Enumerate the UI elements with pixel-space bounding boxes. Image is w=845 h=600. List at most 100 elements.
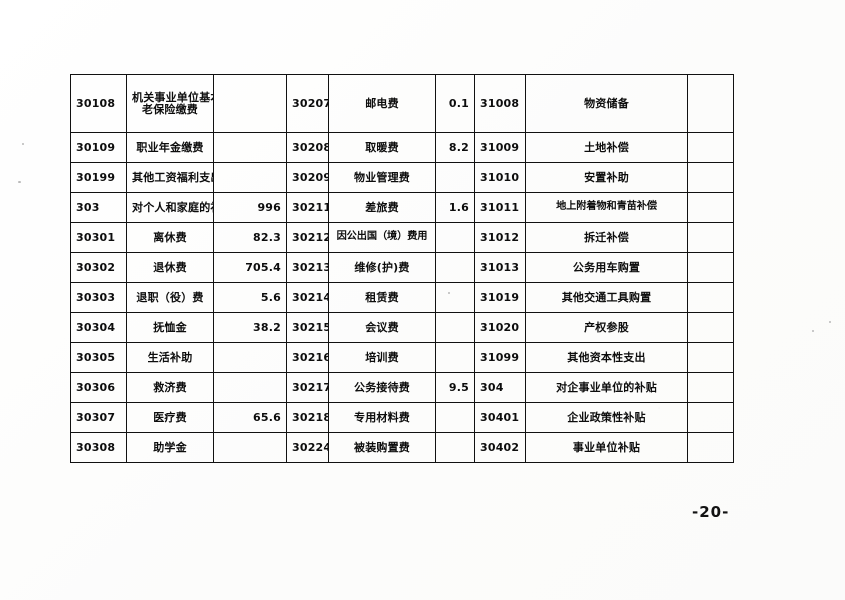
- row-code-right: 31011: [474, 192, 526, 223]
- row-name-right: 其他交通工具购置: [525, 282, 688, 313]
- table-row: 30108 机关事业单位基本养 老保险缴费 30207 邮电费 0.1 3100…: [70, 74, 734, 133]
- row-value-mid: [435, 252, 475, 283]
- row-code-right: 31010: [474, 162, 526, 193]
- row-code-right: 31019: [474, 282, 526, 313]
- row-code-mid: 30213: [286, 252, 329, 283]
- row-name-left: 救济费: [126, 372, 214, 403]
- row-name-mid: 差旅费: [328, 192, 436, 223]
- row-value-left: [213, 372, 287, 403]
- row-name-left-line1: 机关事业单位基本养: [132, 90, 213, 104]
- row-code-left: 30301: [70, 222, 127, 253]
- table-row: 30308 助学金 30224 被装购置费 30402 事业单位补贴: [70, 432, 734, 463]
- row-name-mid: 物业管理费: [328, 162, 436, 193]
- row-name-left: 对个人和家庭的补助: [126, 192, 214, 223]
- table-row: 30307 医疗费 65.6 30218 专用材料费 30401 企业政策性补贴: [70, 402, 734, 433]
- row-name-left: 机关事业单位基本养 老保险缴费: [126, 74, 214, 133]
- row-value-left: [213, 432, 287, 463]
- scan-speck: [812, 330, 814, 332]
- row-code-mid: 30224: [286, 432, 329, 463]
- row-value-right: [687, 132, 734, 163]
- row-name-mid: 因公出国（境）费用: [328, 222, 436, 253]
- row-code-right: 30401: [474, 402, 526, 433]
- row-name-right: 地上附着物和青苗补偿: [525, 192, 688, 223]
- row-value-left: [213, 162, 287, 193]
- row-code-mid: 30208: [286, 132, 329, 163]
- budget-expenditure-table: 30108 机关事业单位基本养 老保险缴费 30207 邮电费 0.1 3100…: [70, 74, 734, 463]
- row-value-right: [687, 432, 734, 463]
- row-value-right: [687, 312, 734, 343]
- row-name-mid: 维修(护)费: [328, 252, 436, 283]
- row-code-mid: 30216: [286, 342, 329, 373]
- row-name-mid: 被装购置费: [328, 432, 436, 463]
- row-code-left: 30199: [70, 162, 127, 193]
- row-code-left: 30307: [70, 402, 127, 433]
- row-name-right: 公务用车购置: [525, 252, 688, 283]
- row-name-mid: 专用材料费: [328, 402, 436, 433]
- row-value-right: [687, 222, 734, 253]
- row-value-right: [687, 192, 734, 223]
- row-name-right: 土地补偿: [525, 132, 688, 163]
- row-value-left: 82.3: [213, 222, 287, 253]
- row-code-right: 31009: [474, 132, 526, 163]
- page-number: -20-: [692, 503, 730, 521]
- row-value-left: [213, 342, 287, 373]
- row-value-mid: [435, 312, 475, 343]
- row-name-mid: 培训费: [328, 342, 436, 373]
- row-value-right: [687, 372, 734, 403]
- row-code-right: 31020: [474, 312, 526, 343]
- row-code-left: 30109: [70, 132, 127, 163]
- table-row: 30301 离休费 82.3 30212 因公出国（境）费用 31012 拆迁补…: [70, 222, 734, 253]
- row-name-left: 离休费: [126, 222, 214, 253]
- row-code-left: 30108: [70, 74, 127, 133]
- row-name-mid: 取暖费: [328, 132, 436, 163]
- row-value-mid: 1.6: [435, 192, 475, 223]
- row-value-left: 996: [213, 192, 287, 223]
- row-code-left: 30304: [70, 312, 127, 343]
- row-code-left: 30305: [70, 342, 127, 373]
- row-value-mid: [435, 402, 475, 433]
- row-value-left: 5.6: [213, 282, 287, 313]
- row-code-left: 30306: [70, 372, 127, 403]
- table-row: 30304 抚恤金 38.2 30215 会议费 31020 产权参股: [70, 312, 734, 343]
- row-code-right: 31099: [474, 342, 526, 373]
- row-value-mid: 8.2: [435, 132, 475, 163]
- row-code-right: 304: [474, 372, 526, 403]
- row-name-right: 事业单位补贴: [525, 432, 688, 463]
- row-value-right: [687, 74, 734, 133]
- row-value-right: [687, 282, 734, 313]
- row-code-mid: 30217: [286, 372, 329, 403]
- row-value-mid: 9.5: [435, 372, 475, 403]
- row-code-mid: 30211: [286, 192, 329, 223]
- row-code-mid: 30209: [286, 162, 329, 193]
- row-code-left: 30308: [70, 432, 127, 463]
- row-value-mid: [435, 282, 475, 313]
- row-name-right: 物资储备: [525, 74, 688, 133]
- row-value-mid: [435, 342, 475, 373]
- row-value-mid: [435, 162, 475, 193]
- row-name-left: 退职（役）费: [126, 282, 214, 313]
- scan-speck: [18, 181, 21, 183]
- row-value-left: 705.4: [213, 252, 287, 283]
- row-value-right: [687, 252, 734, 283]
- row-value-right: [687, 162, 734, 193]
- row-value-right: [687, 342, 734, 373]
- table-row: 30305 生活补助 30216 培训费 31099 其他资本性支出: [70, 342, 734, 373]
- table-row: 303 对个人和家庭的补助 996 30211 差旅费 1.6 31011 地上…: [70, 192, 734, 223]
- row-value-mid: 0.1: [435, 74, 475, 133]
- row-code-mid: 30212: [286, 222, 329, 253]
- row-name-left: 生活补助: [126, 342, 214, 373]
- row-value-left: 65.6: [213, 402, 287, 433]
- row-name-right: 产权参股: [525, 312, 688, 343]
- row-name-right: 其他资本性支出: [525, 342, 688, 373]
- scan-speck: [22, 143, 24, 145]
- row-code-right: 30402: [474, 432, 526, 463]
- row-name-left: 其他工资福利支出: [126, 162, 214, 193]
- row-code-right: 31013: [474, 252, 526, 283]
- row-value-right: [687, 402, 734, 433]
- table-row: 30303 退职（役）费 5.6 30214 租赁费 31019 其他交通工具购…: [70, 282, 734, 313]
- row-name-right: 拆迁补偿: [525, 222, 688, 253]
- row-code-mid: 30214: [286, 282, 329, 313]
- row-code-left: 30302: [70, 252, 127, 283]
- row-code-right: 31012: [474, 222, 526, 253]
- table-row: 30306 救济费 30217 公务接待费 9.5 304 对企事业单位的补贴: [70, 372, 734, 403]
